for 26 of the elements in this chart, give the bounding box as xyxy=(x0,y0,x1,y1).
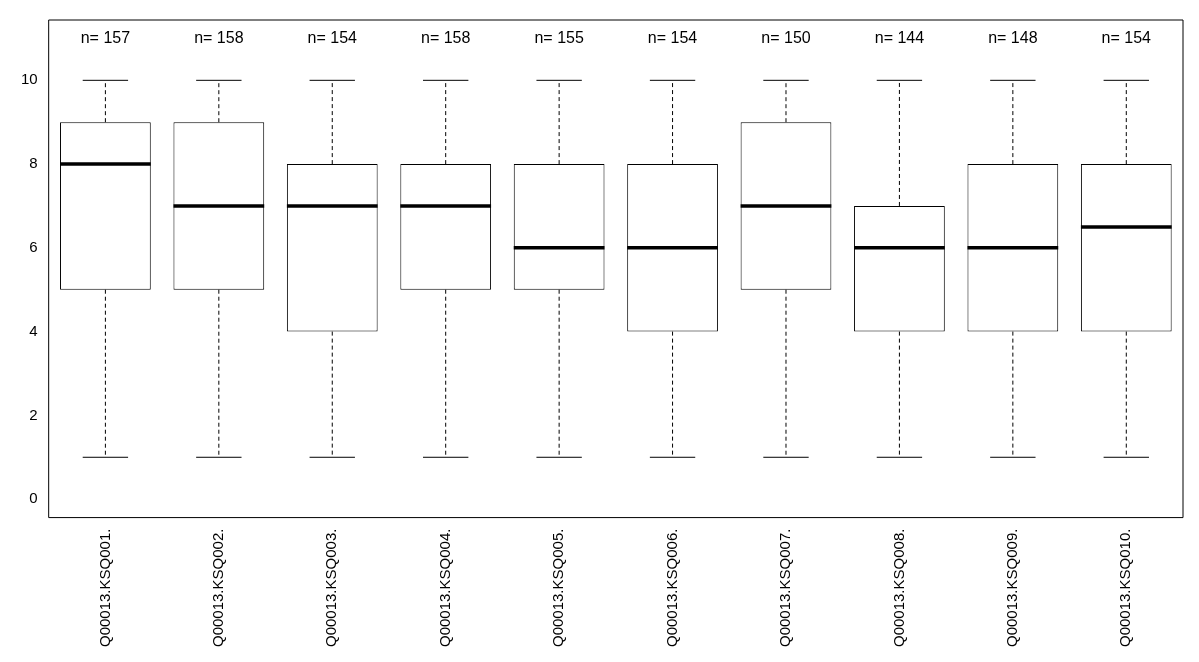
x-tick-label: Q00013.KSQ006. xyxy=(662,528,680,647)
y-tick-label: 6 xyxy=(29,237,38,255)
annotation: n= 157 xyxy=(80,29,131,47)
annotation: n= 154 xyxy=(1101,29,1152,47)
annotation: n= 154 xyxy=(307,29,358,47)
x-tick-label: Q00013.KSQ008. xyxy=(889,528,907,647)
annotation: n= 155 xyxy=(534,29,584,47)
annotation: n= 158 xyxy=(421,29,471,47)
x-tick-label: Q00013.KSQ004. xyxy=(435,528,453,647)
annotation: n= 150 xyxy=(761,29,811,47)
x-tick-label: Q00013.KSQ001. xyxy=(95,528,113,647)
y-tick-label: 0 xyxy=(29,489,38,507)
x-tick-label: Q00013.KSQ010. xyxy=(1116,528,1134,647)
y-tick-label: 10 xyxy=(21,70,38,88)
x-tick-label: Q00013.KSQ003. xyxy=(322,528,340,647)
annotation: n= 144 xyxy=(874,29,925,47)
x-tick-label: Q00013.KSQ005. xyxy=(549,528,567,647)
x-tick-label: Q00013.KSQ002. xyxy=(208,528,226,647)
y-tick-label: 2 xyxy=(29,405,38,423)
annotation: n= 158 xyxy=(194,29,244,47)
y-tick-label: 8 xyxy=(29,154,38,172)
x-tick-label: Q00013.KSQ007. xyxy=(776,528,794,647)
x-tick-label: Q00013.KSQ009. xyxy=(1002,528,1020,647)
annotation: n= 148 xyxy=(988,29,1038,47)
y-tick-label: 4 xyxy=(29,321,38,339)
annotation: n= 154 xyxy=(647,29,698,47)
